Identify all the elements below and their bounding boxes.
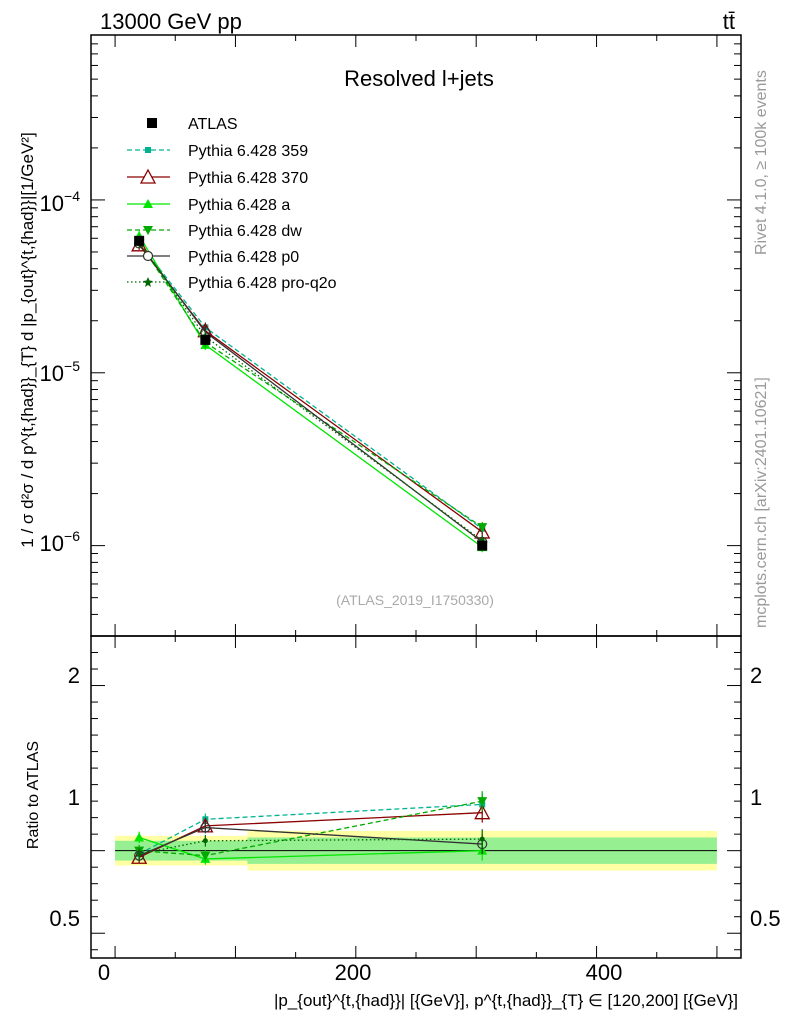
data-point-down-triangle <box>477 797 488 807</box>
ratio-tick-label-0.5-right: 0.5 <box>750 906 781 931</box>
data-point-star <box>202 838 208 844</box>
legend-entry-359: Pythia 6.428 359 <box>127 143 308 160</box>
rivet-version-label: Rivet 4.1.0, ≥ 100k events <box>753 70 770 255</box>
data-point-open-circle <box>200 822 211 833</box>
legend-label: Pythia 6.428 370 <box>188 170 308 187</box>
ratio-tick-label-2-right: 2 <box>750 663 762 688</box>
analysis-ref: (ATLAS_2019_I1750330) <box>336 592 494 608</box>
data-point-triangle <box>134 832 145 842</box>
legend-entry-dw: Pythia 6.428 dw <box>127 223 302 240</box>
x-axis-label: |p_{out}^{t,{had}}| [{GeV}], p^{t,{had}}… <box>274 991 738 1010</box>
legend-marker-square <box>147 118 157 128</box>
legend-entry-pro-q2o: Pythia 6.428 pro-q2o <box>127 275 337 292</box>
x-tick-label-0: 0 <box>98 960 110 985</box>
data-point-down-triangle <box>477 523 488 533</box>
data-point-down-triangle <box>200 851 211 861</box>
atlas-data-point <box>134 235 145 246</box>
data-point-open-triangle <box>474 804 491 820</box>
plot-title: Resolved l+jets <box>344 66 494 91</box>
y-tick-label-1e-6: 10−6 <box>40 528 81 556</box>
ratio-tick-label-1-right: 1 <box>750 785 762 810</box>
legend-label: Pythia 6.428 a <box>188 197 290 214</box>
legend-label: Pythia 6.428 pro-q2o <box>188 275 337 292</box>
data-point-open-triangle <box>131 848 148 864</box>
ratio-tick-label-2: 2 <box>68 663 80 688</box>
ratio-series-group <box>131 791 491 865</box>
process-label: tt̄ <box>723 9 735 34</box>
legend-label: ATLAS <box>188 116 238 133</box>
beam-label: 13000 GeV pp <box>100 9 242 34</box>
legend-marker-small-square <box>145 147 151 153</box>
legend-marker-star <box>143 277 153 287</box>
ratio-panel-frame <box>90 635 742 959</box>
legend-label: Pythia 6.428 dw <box>188 223 302 240</box>
data-point-star <box>479 836 485 842</box>
legend-entry-p0: Pythia 6.428 p0 <box>127 249 299 266</box>
y-tick-label-1e-4: 10−4 <box>40 188 81 216</box>
legend-marker-open-triangle <box>139 168 157 184</box>
ratio-series-line <box>139 838 483 855</box>
x-tick-label-400: 400 <box>586 960 623 985</box>
y-tick-label-1e-5: 10−5 <box>40 358 81 386</box>
legend: ATLAS Pythia 6.428 359 Pythia 6.428 370 … <box>127 116 337 292</box>
x-tick-label-200: 200 <box>335 960 372 985</box>
main-series-group <box>131 230 491 553</box>
data-point-star <box>136 851 142 857</box>
legend-label: Pythia 6.428 p0 <box>188 249 299 266</box>
ratio-tick-label-1: 1 <box>68 785 80 810</box>
legend-entry-atlas: ATLAS <box>147 116 238 133</box>
mcplots-label: mcplots.cern.ch [arXiv:2401.10621] <box>753 377 770 628</box>
ratio-tick-label-0.5: 0.5 <box>49 906 80 931</box>
y-axis-label-ratio: Ratio to ATLAS <box>25 741 42 849</box>
legend-marker-triangle <box>143 199 153 208</box>
legend-label: Pythia 6.428 359 <box>188 143 308 160</box>
axis-ticks <box>91 35 741 958</box>
atlas-data-point <box>477 540 488 551</box>
atlas-data-point <box>200 334 211 345</box>
y-axis-label-main: 1 / σ d²σ / d p^{t,{had}}_{T} d |p_{out}… <box>18 132 37 547</box>
legend-marker-open-circle <box>142 250 154 262</box>
legend-entry-a: Pythia 6.428 a <box>127 197 290 214</box>
legend-marker-down-triangle <box>143 226 153 235</box>
legend-entry-370: Pythia 6.428 370 <box>127 168 308 187</box>
main-series-line <box>138 242 483 542</box>
